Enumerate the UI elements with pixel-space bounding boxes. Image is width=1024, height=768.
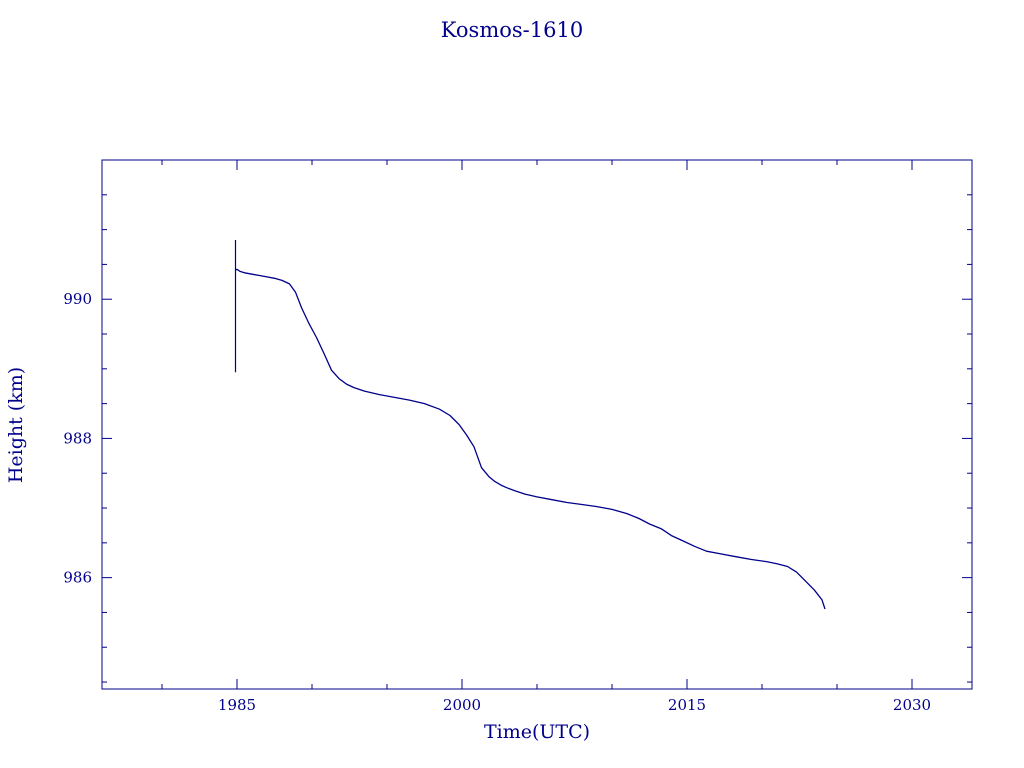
x-tick-label: 2030 — [893, 696, 931, 714]
series-line — [235, 268, 826, 610]
chart-title: Kosmos-1610 — [441, 18, 583, 42]
tick-labels: 1985 2000 2015 2030 986 988 990 — [63, 290, 931, 714]
x-tick-label: 2000 — [443, 696, 481, 714]
x-axis-label: Time(UTC) — [484, 721, 590, 743]
axis-ticks — [102, 159, 972, 689]
y-tick-label: 988 — [63, 429, 92, 447]
y-tick-label: 986 — [63, 569, 92, 587]
y-tick-label: 990 — [63, 290, 92, 308]
series-layer — [234, 240, 826, 610]
x-tick-label: 2015 — [668, 696, 706, 714]
y-axis-label: Height (km) — [5, 367, 27, 483]
plot-frame — [101, 159, 973, 690]
x-tick-label: 1985 — [218, 696, 256, 714]
